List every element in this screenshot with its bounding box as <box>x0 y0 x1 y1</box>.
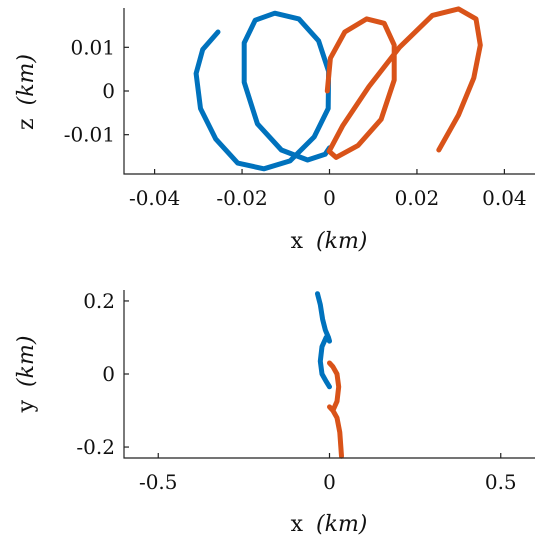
bottom-y-tick-label: -0.2 <box>76 435 115 459</box>
top-y-axis-name: z <box>14 118 39 130</box>
bottom-x-tick-label: 0.5 <box>485 470 517 494</box>
bottom-y-tick-label: 0.2 <box>83 289 115 313</box>
top-y-tick-label: 0.01 <box>70 35 115 59</box>
bottom-y-ticks: 0.2 0 -0.2 <box>76 289 129 459</box>
bottom-axes-frame <box>123 290 535 459</box>
top-series-1-line <box>193 10 332 172</box>
bottom-series-2-line <box>327 360 344 459</box>
top-panel: -0.04 -0.02 0 0.02 0.04 0.01 0 -0.01 x (km) z … <box>14 6 535 254</box>
top-x-axis-label: x (km) <box>291 229 368 254</box>
top-y-tick-label: -0.01 <box>64 123 115 147</box>
top-series-layer <box>193 6 483 172</box>
top-y-tick-label: 0 <box>102 79 115 103</box>
top-series-2-line <box>324 6 483 160</box>
top-x-tick-label: -0.02 <box>216 186 267 210</box>
bottom-plot-area: -0.5 0 0.5 0.2 0 -0.2 <box>76 289 535 494</box>
bottom-x-axis-unit: (km) <box>316 512 367 537</box>
bottom-series-layer <box>315 291 344 459</box>
bottom-x-tick-label: -0.5 <box>139 470 178 494</box>
bottom-y-axis-name: y <box>14 399 39 413</box>
top-y-ticks: 0.01 0 -0.01 <box>64 35 129 147</box>
top-y-axis-label: z (km) <box>14 54 39 130</box>
top-axes-frame <box>123 8 535 175</box>
top-x-tick-label: 0 <box>323 186 336 210</box>
top-x-axis-name: x <box>291 229 304 254</box>
bottom-series-1-line <box>315 291 332 390</box>
top-x-tick-label: -0.04 <box>129 186 180 210</box>
bottom-y-axis-unit: (km) <box>14 336 39 387</box>
bottom-x-ticks: -0.5 0 0.5 <box>139 453 517 494</box>
bottom-x-tick-label: 0 <box>323 470 336 494</box>
bottom-panel: -0.5 0 0.5 0.2 0 -0.2 x (km) y (km) <box>14 289 535 537</box>
top-y-axis-unit: (km) <box>14 54 39 105</box>
bottom-x-axis-name: x <box>291 512 304 537</box>
top-x-ticks: -0.04 -0.02 0 0.02 0.04 <box>129 169 527 210</box>
bottom-x-axis-label: x (km) <box>291 512 368 537</box>
bottom-y-axis-label: y (km) <box>14 336 39 414</box>
top-x-tick-label: 0.02 <box>395 186 440 210</box>
top-plot-area: -0.04 -0.02 0 0.02 0.04 0.01 0 -0.01 <box>64 6 535 210</box>
top-x-axis-unit: (km) <box>316 229 367 254</box>
top-x-tick-label: 0.04 <box>482 186 527 210</box>
bottom-y-tick-label: 0 <box>102 362 115 386</box>
